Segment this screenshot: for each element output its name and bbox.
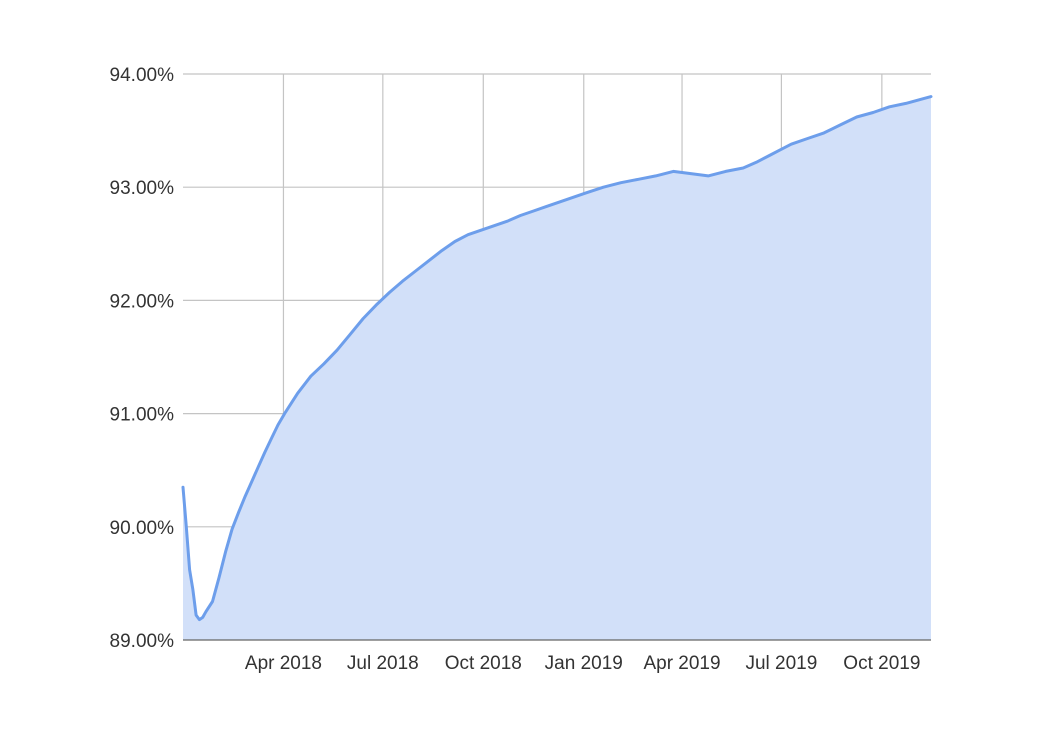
x-tick-label: Jul 2018 bbox=[347, 653, 419, 674]
x-tick-label: Apr 2018 bbox=[245, 653, 322, 674]
y-tick-label: 92.00% bbox=[110, 291, 175, 312]
series-line bbox=[181, 95, 933, 622]
x-tick-label: Jan 2019 bbox=[545, 653, 623, 674]
x-tick-label: Apr 2019 bbox=[643, 653, 720, 674]
y-tick-label: 93.00% bbox=[110, 178, 175, 199]
series-area-fill bbox=[183, 96, 931, 641]
x-tick-label: Jul 2019 bbox=[745, 653, 817, 674]
y-tick-label: 89.00% bbox=[110, 631, 175, 652]
x-tick-label: Oct 2019 bbox=[843, 653, 920, 674]
series-area bbox=[181, 95, 933, 641]
x-tick-label: Oct 2018 bbox=[445, 653, 522, 674]
y-tick-label: 91.00% bbox=[110, 405, 175, 426]
y-tick-label: 90.00% bbox=[110, 518, 175, 539]
y-tick-label: 94.00% bbox=[110, 65, 175, 86]
tick-labels: 89.00% 90.00% 91.00% 92.00% 93.00% 94.00% Apr … bbox=[110, 65, 921, 674]
